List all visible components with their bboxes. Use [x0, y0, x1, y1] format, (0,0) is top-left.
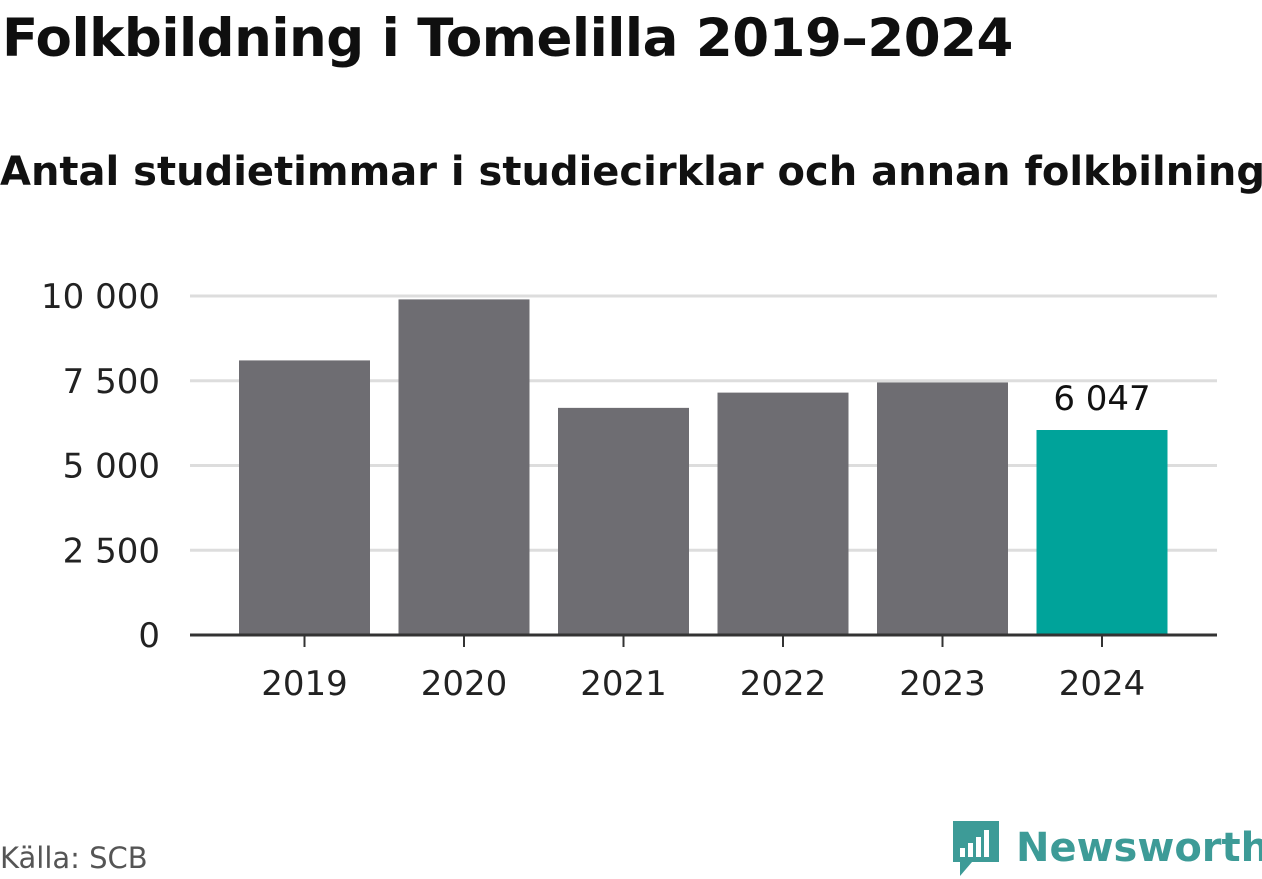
x-tick-label: 2019 — [261, 664, 348, 704]
bars — [239, 299, 1168, 635]
data-label: 6 047 — [1053, 379, 1150, 419]
y-tick-label: 5 000 — [63, 447, 160, 487]
brand[interactable]: Newsworthy — [950, 818, 1262, 878]
x-tick-label: 2020 — [421, 664, 508, 704]
y-tick-label: 10 000 — [41, 277, 160, 317]
bar-2023 — [877, 382, 1008, 635]
newsworthy-logo-icon — [953, 821, 999, 876]
x-tick-label: 2021 — [580, 664, 667, 704]
bar-2024 — [1036, 430, 1168, 635]
y-tick-label: 2 500 — [63, 531, 160, 571]
x-tick-label: 2024 — [1059, 664, 1146, 704]
bar-2019 — [239, 360, 370, 635]
brand-name: Newsworthy — [1016, 825, 1262, 871]
source-note: Källa: SCB — [0, 841, 148, 875]
x-tick-label: 2023 — [899, 664, 986, 704]
y-tick-label: 7 500 — [63, 362, 160, 402]
y-tick-label: 0 — [138, 616, 160, 656]
chart-title: Folkbildning i Tomelilla 2019–2024 — [2, 8, 1013, 69]
bar-2021 — [558, 407, 689, 635]
chart-subtitle: Antal studietimmar i studiecirklar och a… — [0, 149, 1262, 195]
labels: 0 2 500 5 000 7 500 10 000 2019 2020 2021 2022 20… — [41, 277, 1151, 704]
bar-2020 — [398, 299, 530, 635]
x-tick-label: 2022 — [740, 664, 827, 704]
bar-2022 — [717, 392, 849, 635]
x-axis — [190, 633, 1217, 647]
